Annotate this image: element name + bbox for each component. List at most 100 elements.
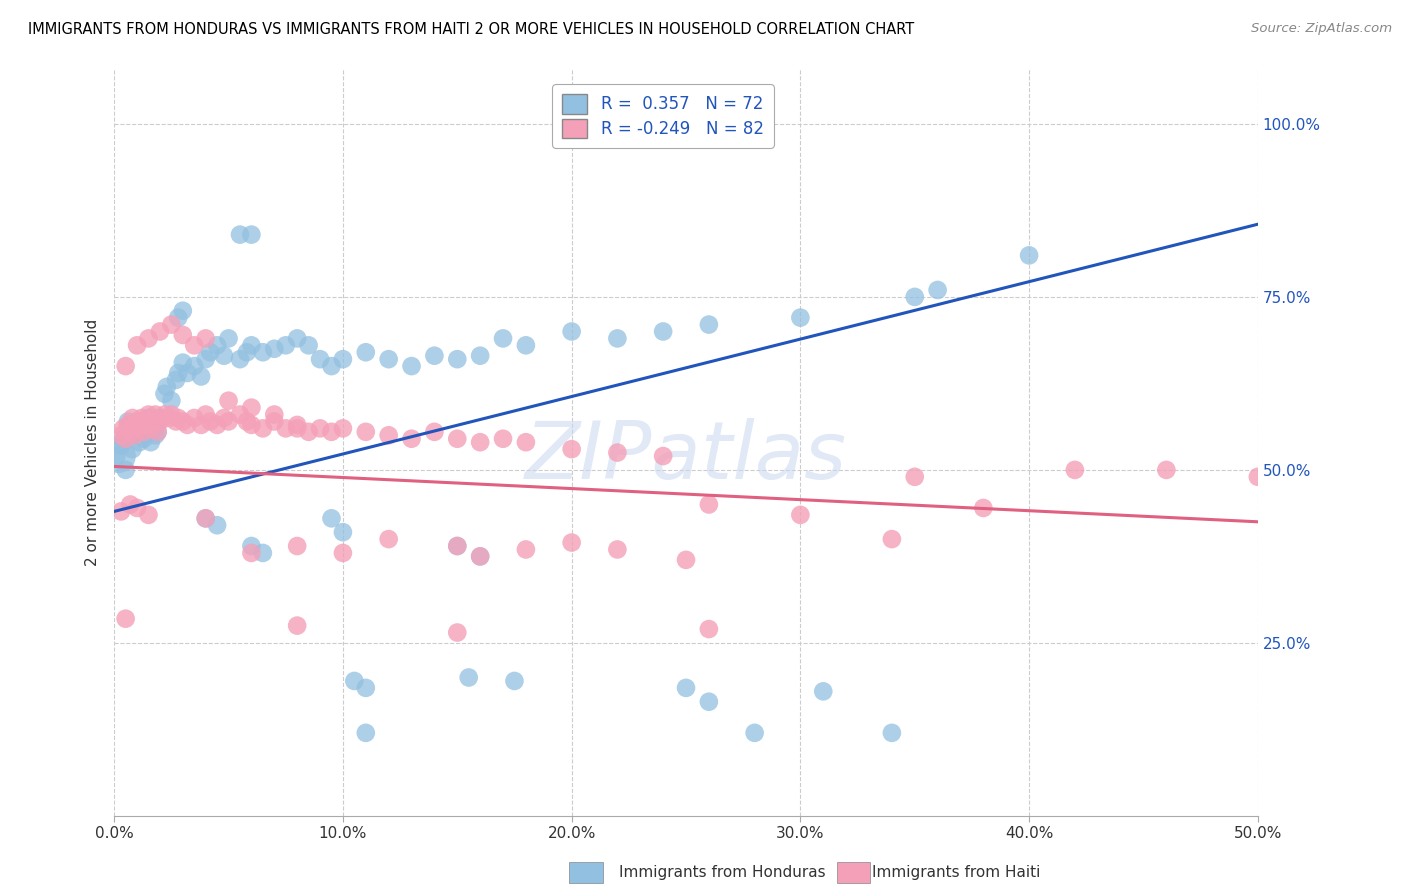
Point xyxy=(135,417,157,432)
Point xyxy=(114,612,136,626)
Legend: R =  0.357   N = 72, R = -0.249   N = 82: R = 0.357 N = 72, R = -0.249 N = 82 xyxy=(553,85,773,148)
Point xyxy=(218,393,240,408)
Point xyxy=(446,432,468,446)
Point xyxy=(149,414,172,428)
Point xyxy=(172,414,194,428)
Point xyxy=(515,435,537,450)
Point xyxy=(813,684,835,698)
Point xyxy=(153,386,176,401)
Point xyxy=(675,553,697,567)
Point xyxy=(240,338,263,352)
Point xyxy=(125,500,148,515)
Point xyxy=(229,408,252,422)
Point xyxy=(229,227,252,242)
Point xyxy=(120,425,142,439)
Point xyxy=(423,425,446,439)
Point xyxy=(200,414,222,428)
Point xyxy=(446,625,468,640)
Point xyxy=(167,366,190,380)
Point xyxy=(112,421,135,435)
Point xyxy=(470,549,492,564)
Point xyxy=(240,401,263,415)
Point xyxy=(156,380,179,394)
Point xyxy=(194,331,217,345)
Point xyxy=(135,417,157,432)
Point xyxy=(143,428,166,442)
Point xyxy=(117,417,139,432)
Point xyxy=(125,414,148,428)
Point xyxy=(240,539,263,553)
Point xyxy=(143,408,166,422)
Point xyxy=(200,345,222,359)
Point xyxy=(138,411,160,425)
Point xyxy=(139,435,162,450)
Point xyxy=(252,546,274,560)
Point xyxy=(190,369,212,384)
Point xyxy=(194,408,217,422)
Point xyxy=(744,726,766,740)
Text: IMMIGRANTS FROM HONDURAS VS IMMIGRANTS FROM HAITI 2 OR MORE VEHICLES IN HOUSEHOL: IMMIGRANTS FROM HONDURAS VS IMMIGRANTS F… xyxy=(28,22,914,37)
Point xyxy=(789,508,811,522)
Point xyxy=(120,498,142,512)
Point xyxy=(252,421,274,435)
Point xyxy=(121,442,143,457)
Point xyxy=(146,425,169,439)
Point xyxy=(1018,248,1040,262)
Point xyxy=(446,539,468,553)
Point xyxy=(176,417,198,432)
Point xyxy=(240,546,263,560)
Point xyxy=(492,432,515,446)
Point xyxy=(172,303,194,318)
Point xyxy=(263,408,285,422)
Point xyxy=(105,449,128,463)
Point xyxy=(236,345,259,359)
Point xyxy=(297,338,319,352)
Point xyxy=(332,525,354,540)
Point xyxy=(160,318,183,332)
Text: ZIPatlas: ZIPatlas xyxy=(524,418,846,496)
Point xyxy=(110,504,132,518)
Point xyxy=(160,408,183,422)
Point xyxy=(354,425,377,439)
Point xyxy=(153,408,176,422)
Point xyxy=(927,283,949,297)
Point xyxy=(880,726,903,740)
Point xyxy=(110,428,132,442)
Point xyxy=(160,393,183,408)
Point xyxy=(139,421,162,435)
Point xyxy=(309,421,332,435)
Point xyxy=(114,359,136,373)
Point xyxy=(904,470,927,484)
Point xyxy=(423,349,446,363)
Point xyxy=(183,338,205,352)
Point xyxy=(457,671,479,685)
Point xyxy=(218,414,240,428)
Point xyxy=(285,618,308,632)
Point xyxy=(492,331,515,345)
Point xyxy=(110,439,132,453)
Point xyxy=(561,442,583,457)
Point xyxy=(904,290,927,304)
Point xyxy=(149,411,172,425)
Point xyxy=(205,417,228,432)
Point xyxy=(146,425,169,439)
Point xyxy=(1247,470,1270,484)
Point xyxy=(138,408,160,422)
Point xyxy=(252,345,274,359)
Point xyxy=(377,428,399,442)
Point xyxy=(274,338,297,352)
Point xyxy=(212,411,235,425)
Point xyxy=(263,342,285,356)
Point xyxy=(138,331,160,345)
Point xyxy=(697,622,720,636)
Point xyxy=(321,359,343,373)
Point xyxy=(652,325,675,339)
Point xyxy=(125,425,148,439)
Point xyxy=(697,318,720,332)
Point xyxy=(515,338,537,352)
Point xyxy=(142,414,165,428)
Point xyxy=(470,549,492,564)
Point xyxy=(183,359,205,373)
Point xyxy=(132,432,155,446)
Point xyxy=(117,414,139,428)
